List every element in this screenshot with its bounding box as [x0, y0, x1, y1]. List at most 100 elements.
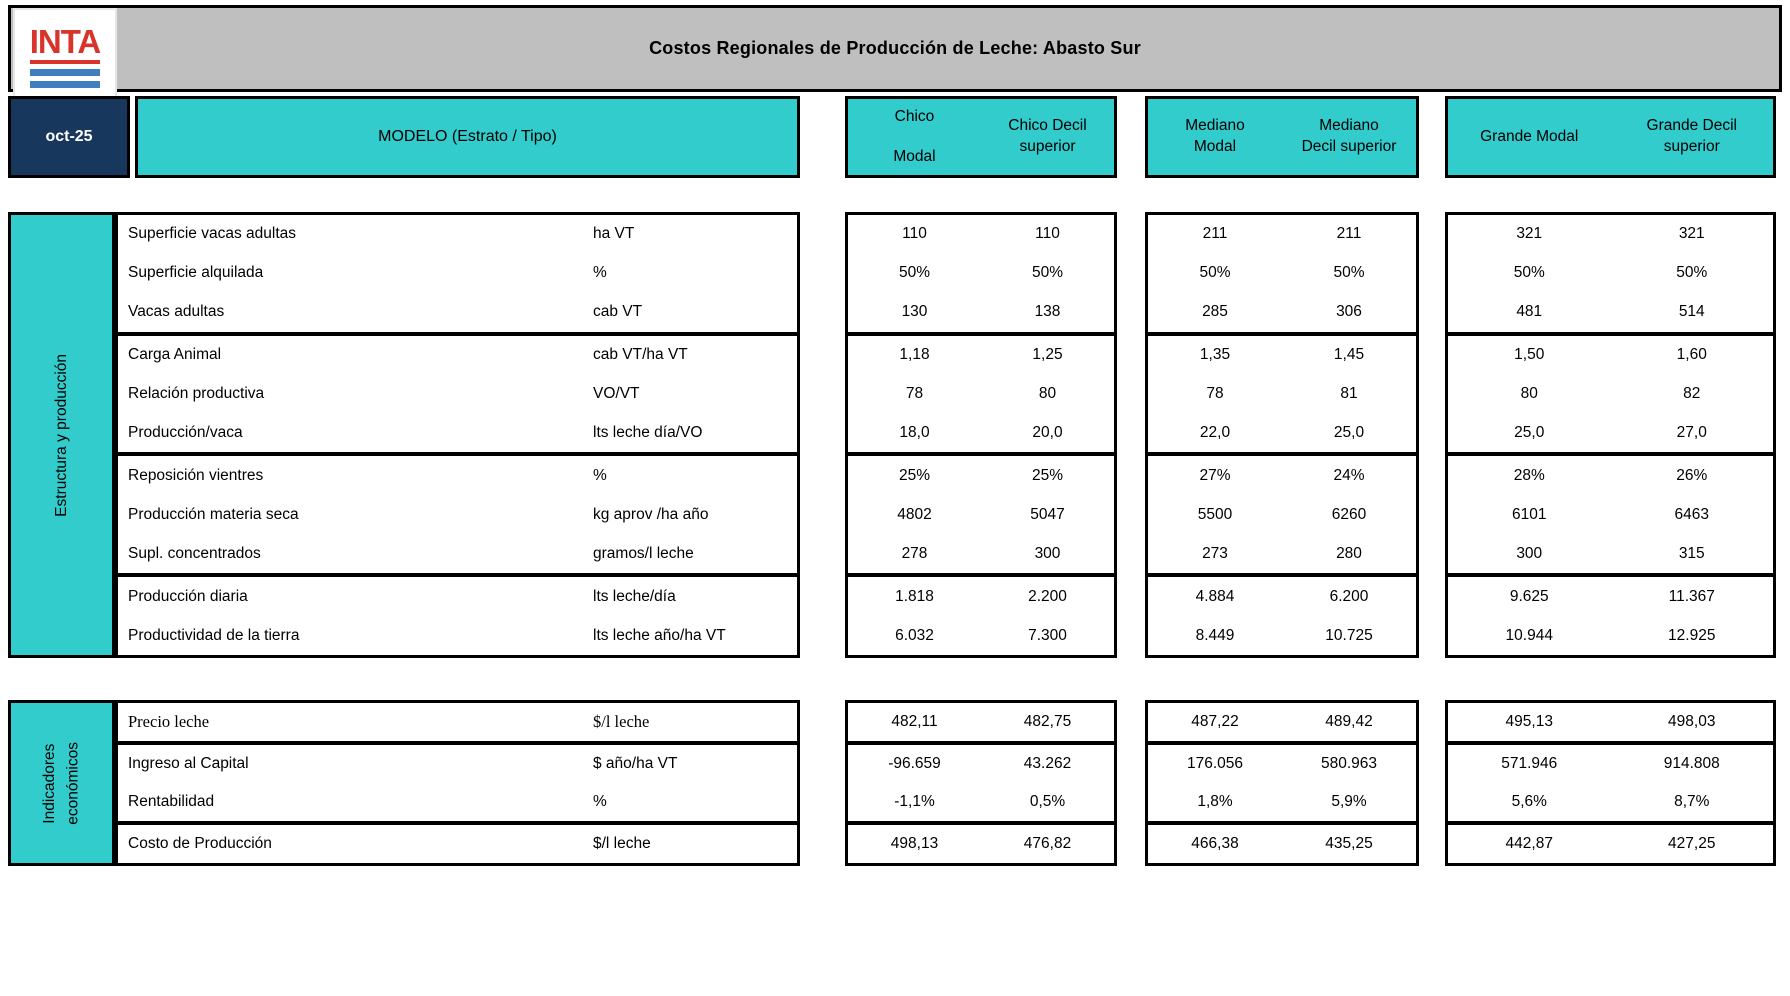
row-unit: lts leche año/ha VT — [593, 626, 726, 644]
cell-value: 24% — [1333, 466, 1365, 484]
table-row: 442,87 427,25 — [1448, 825, 1773, 863]
cell-value: 27% — [1199, 466, 1231, 484]
row-unit: VO/VT — [593, 385, 640, 403]
cell-value: 5047 — [1030, 505, 1065, 523]
table-row: 300 315 — [1448, 534, 1773, 578]
table-row: 1,18 1,25 — [848, 336, 1114, 375]
row-label: Relación productiva — [128, 385, 265, 403]
cell-value: 80 — [1520, 385, 1538, 403]
cell-value: 580.963 — [1320, 755, 1378, 772]
table-row: Ingreso al Capital $ año/ha VT — [118, 745, 797, 783]
row-label: Productividad de la tierra — [128, 626, 300, 644]
row-unit: % — [593, 466, 607, 484]
cell-value: 4802 — [897, 505, 932, 523]
cell-value: 273 — [1202, 544, 1228, 562]
cell-value: 1.818 — [895, 587, 934, 605]
row-unit: $ año/ha VT — [593, 755, 678, 772]
row-label: Costo de Producción — [128, 835, 272, 852]
table-row: Precio leche $/l leche — [118, 703, 797, 745]
cell-value: 26% — [1676, 466, 1708, 484]
cell-value: 1,25 — [1032, 346, 1063, 364]
cell-value: 0,5% — [1029, 793, 1066, 810]
table-row: 78 80 — [848, 375, 1114, 414]
table-row: 466,38 435,25 — [1148, 825, 1416, 863]
cell-value: 211 — [1336, 225, 1362, 243]
cell-value: 22,0 — [1199, 423, 1231, 441]
cell-value: 285 — [1202, 303, 1228, 321]
column-header-grande-modal: Grande Modal — [1480, 127, 1579, 145]
table-row: 1,35 1,45 — [1148, 336, 1416, 375]
cell-value: 176.056 — [1186, 755, 1244, 772]
table-row: 27% 24% — [1148, 456, 1416, 495]
cell-value: 1,35 — [1199, 346, 1231, 364]
cell-value: 138 — [1034, 303, 1061, 321]
section-sidebar-indicadores: Indicadores económicos — [8, 700, 115, 866]
row-label: Ingreso al Capital — [128, 755, 249, 772]
cell-value: 321 — [1516, 225, 1543, 243]
column-group-mediano: Mediano Modal Mediano Decil superior — [1145, 96, 1419, 178]
title-bar: Costos Regionales de Producción de Leche… — [8, 5, 1782, 92]
row-label: Vacas adultas — [128, 303, 225, 321]
cell-value: 2.200 — [1028, 587, 1067, 605]
cell-value: 8,7% — [1674, 793, 1710, 810]
cell-value: 498,03 — [1668, 713, 1716, 730]
table-row: 50% 50% — [848, 254, 1114, 293]
row-label: Producción/vaca — [128, 423, 243, 441]
row-unit: % — [593, 793, 607, 810]
cell-value: -96.659 — [888, 755, 941, 772]
table-row: 25% 25% — [848, 456, 1114, 495]
table-row: 130 138 — [848, 293, 1114, 336]
row-unit: lts leche día/VO — [593, 423, 703, 441]
table-row: 176.056 580.963 — [1148, 745, 1416, 783]
table-row: 5500 6260 — [1148, 495, 1416, 534]
table-row: Producción diaria lts leche/día — [118, 577, 797, 616]
cell-value: 4.884 — [1195, 587, 1235, 605]
cell-value: 5,6% — [1511, 793, 1547, 810]
cell-value: 78 — [905, 385, 924, 403]
cell-value: 110 — [1035, 225, 1060, 243]
row-unit: kg aprov /ha año — [593, 505, 709, 523]
table-row: 50% 50% — [1148, 254, 1416, 293]
date-cell: oct-25 — [8, 96, 130, 178]
table-row: 8.449 10.725 — [1148, 616, 1416, 655]
values-block-chico: 482,11 482,75 -96.659 43.262 -1,1% 0,5% 498,13… — [845, 700, 1117, 866]
cell-value: 481 — [1516, 303, 1543, 321]
column-header-grande-decil: Grande Decil superior — [1646, 117, 1737, 155]
cell-value: 6101 — [1512, 505, 1547, 523]
inta-logo-text: INTA — [29, 25, 101, 64]
table-row: 273 280 — [1148, 534, 1416, 578]
row-label: Reposición vientres — [128, 466, 264, 484]
table-row: 321 321 — [1448, 215, 1773, 254]
table-row: 6.032 7.300 — [848, 616, 1114, 655]
cell-value: 300 — [1516, 544, 1543, 562]
cell-value: 6260 — [1331, 505, 1367, 523]
cell-value: 130 — [901, 303, 928, 321]
table-row: Producción materia seca kg aprov /ha año — [118, 495, 797, 534]
values-block-grande: 321 321 50% 50% 481 514 1,50 1,60 80 82 25,0 27,0 28… — [1445, 212, 1776, 658]
table-row: 487,22 489,42 — [1148, 703, 1416, 745]
table-row: 1.818 2.200 — [848, 577, 1114, 616]
table-row: Vacas adultas cab VT — [118, 293, 797, 336]
cell-value: 489,42 — [1325, 713, 1373, 730]
row-unit: gramos/l leche — [593, 544, 694, 562]
column-group-chico: Chico Modal Chico Decil superior — [845, 96, 1117, 178]
cell-value: -1,1% — [894, 793, 935, 810]
values-block-mediano: 211 211 50% 50% 285 306 1,35 1,45 78 81 22,0 25,0 27… — [1145, 212, 1419, 658]
table-row: 50% 50% — [1448, 254, 1773, 293]
cell-value: 476,82 — [1023, 835, 1072, 852]
table-row: 110 110 — [848, 215, 1114, 254]
inta-logo-bar — [30, 81, 100, 88]
cell-value: 6.200 — [1329, 587, 1369, 605]
cell-value: 280 — [1336, 544, 1362, 562]
values-block-grande: 495,13 498,03 571.946 914.808 5,6% 8,7% 442,87… — [1445, 700, 1776, 866]
cell-value: 12.925 — [1668, 626, 1716, 644]
column-header-chico-modal: Chico Modal — [893, 107, 936, 165]
cell-value: 110 — [902, 225, 927, 243]
table-row: 211 211 — [1148, 215, 1416, 254]
cell-value: 300 — [1034, 544, 1061, 562]
row-label: Producción diaria — [128, 587, 248, 605]
values-block-mediano: 487,22 489,42 176.056 580.963 1,8% 5,9% 466,38… — [1145, 700, 1419, 866]
table-row: 285 306 — [1148, 293, 1416, 336]
cell-value: 25,0 — [1514, 423, 1545, 441]
table-row: 498,13 476,82 — [848, 825, 1114, 863]
